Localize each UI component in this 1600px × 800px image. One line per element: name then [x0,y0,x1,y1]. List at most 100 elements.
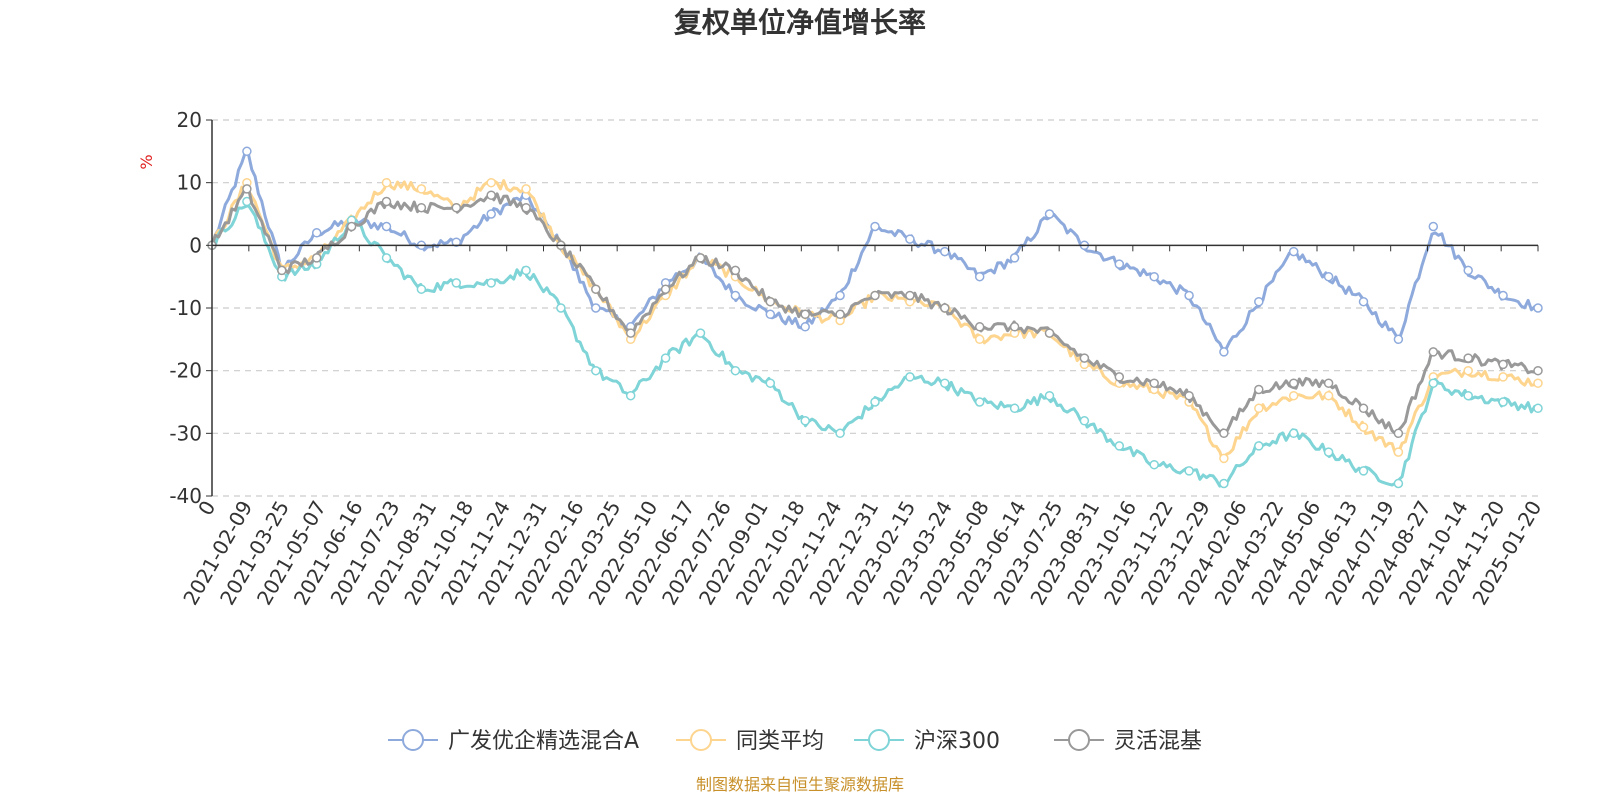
series-3-point [1079,353,1090,363]
series-0-point [1114,259,1125,269]
series-1-point [1254,403,1264,414]
series-0-point [451,237,462,247]
series-2-point [1393,478,1404,489]
series-3-point [1428,347,1439,357]
series-0-point [730,290,741,301]
series-3-point [1184,390,1194,401]
series-3-point [1533,365,1543,376]
series-3-point [242,184,252,194]
series-3-point [765,296,776,307]
legend[interactable]: 广发优企精选混合A 同类平均 沪深300 灵活混基 [388,729,1202,754]
series-3-point [521,202,531,213]
series-0-point [1358,296,1369,307]
series-2-point [451,278,462,288]
series-0-point [311,228,322,238]
series-0-point [905,234,915,244]
series-2-point [556,303,566,313]
legend-item-1[interactable]: 同类平均 [676,729,824,754]
series-0-point [1219,347,1229,357]
series-0-point [1184,290,1194,301]
series-2-point [1533,403,1543,414]
legend-item-3[interactable]: 灵活混基 [1054,729,1202,754]
series-2-point [1428,378,1439,388]
series-1-point [416,184,427,194]
series-3-point [870,290,880,301]
series-0-point [1428,221,1439,232]
series-3-point [1009,322,1020,332]
y-tick-label: -40 [169,484,202,508]
series-3-point [1149,378,1159,388]
series-2-point [1009,403,1020,414]
chart-title: 复权单位净值增长率 [674,6,926,39]
series-0-point [1393,334,1404,345]
series-1-point [1288,390,1299,401]
series-2-point [1288,428,1299,439]
series-3-point [311,253,322,263]
y-tick-label: 0 [189,233,202,257]
legend-item-0[interactable]: 广发优企精选混合A [388,729,639,754]
series-0-point [591,303,601,313]
series-3-point [1393,428,1404,439]
series-0-point [486,209,496,219]
series-2-point [1463,390,1473,401]
series-0-point [381,221,392,232]
series-3-point [486,190,496,200]
series-0-point [765,309,776,320]
series-2-point [381,253,392,263]
series-0-point [1533,303,1543,313]
series-0-point [242,146,252,157]
series-3-point [1044,328,1055,338]
series-0-point [940,246,950,257]
series-3-point [1219,428,1229,439]
series-2-point [835,428,845,439]
series-3-point [1463,353,1473,363]
series-0-point [974,271,985,282]
series-1-point [521,184,531,194]
series-3-point [1254,384,1264,395]
series-2-point [486,278,496,288]
y-tick-label: -30 [169,421,202,445]
series-2-point [974,397,985,407]
series-3-point [660,284,671,294]
series-3-point [835,309,845,320]
series-3-point [1288,378,1299,388]
y-tick-label: -10 [169,296,202,320]
series-2-point [1498,397,1508,407]
series-1-point [974,334,985,345]
series-0-point [1323,271,1334,282]
series-3-point [800,309,810,320]
series-3-point [625,328,636,338]
legend-label: 沪深300 [914,729,1000,754]
series-0-point [835,290,845,301]
series-2-point [765,378,776,388]
series-0-point [1149,271,1159,282]
series-0-point [1254,296,1264,307]
series-2-point [905,372,915,382]
y-tick-label: -20 [169,359,202,383]
series-2-point [1254,441,1264,451]
series-3-point [277,265,287,276]
series-3-point [346,221,357,232]
grid-layer [212,119,1538,497]
series-3-point [695,253,706,263]
series-1-point [486,177,496,188]
series-2-point [1358,466,1369,476]
series-3-point [591,284,601,294]
series-1-point [1219,453,1229,464]
series-1-point [1358,422,1369,432]
series-2-point [1149,459,1159,470]
series-2-point [1079,416,1090,426]
series-2-point [870,397,880,407]
series-2-point [625,390,636,401]
series-0-point [1044,209,1055,219]
series-layer [207,146,1543,489]
series-1-point [1533,378,1543,388]
series-3-point [974,322,985,332]
series-2-point [940,378,950,388]
series-2-point [1114,441,1125,451]
legend-swatch-circle [402,729,424,751]
legend-item-2[interactable]: 沪深300 [854,729,1000,754]
y-tick-label: 10 [177,171,202,195]
series-2-point [1219,478,1229,489]
